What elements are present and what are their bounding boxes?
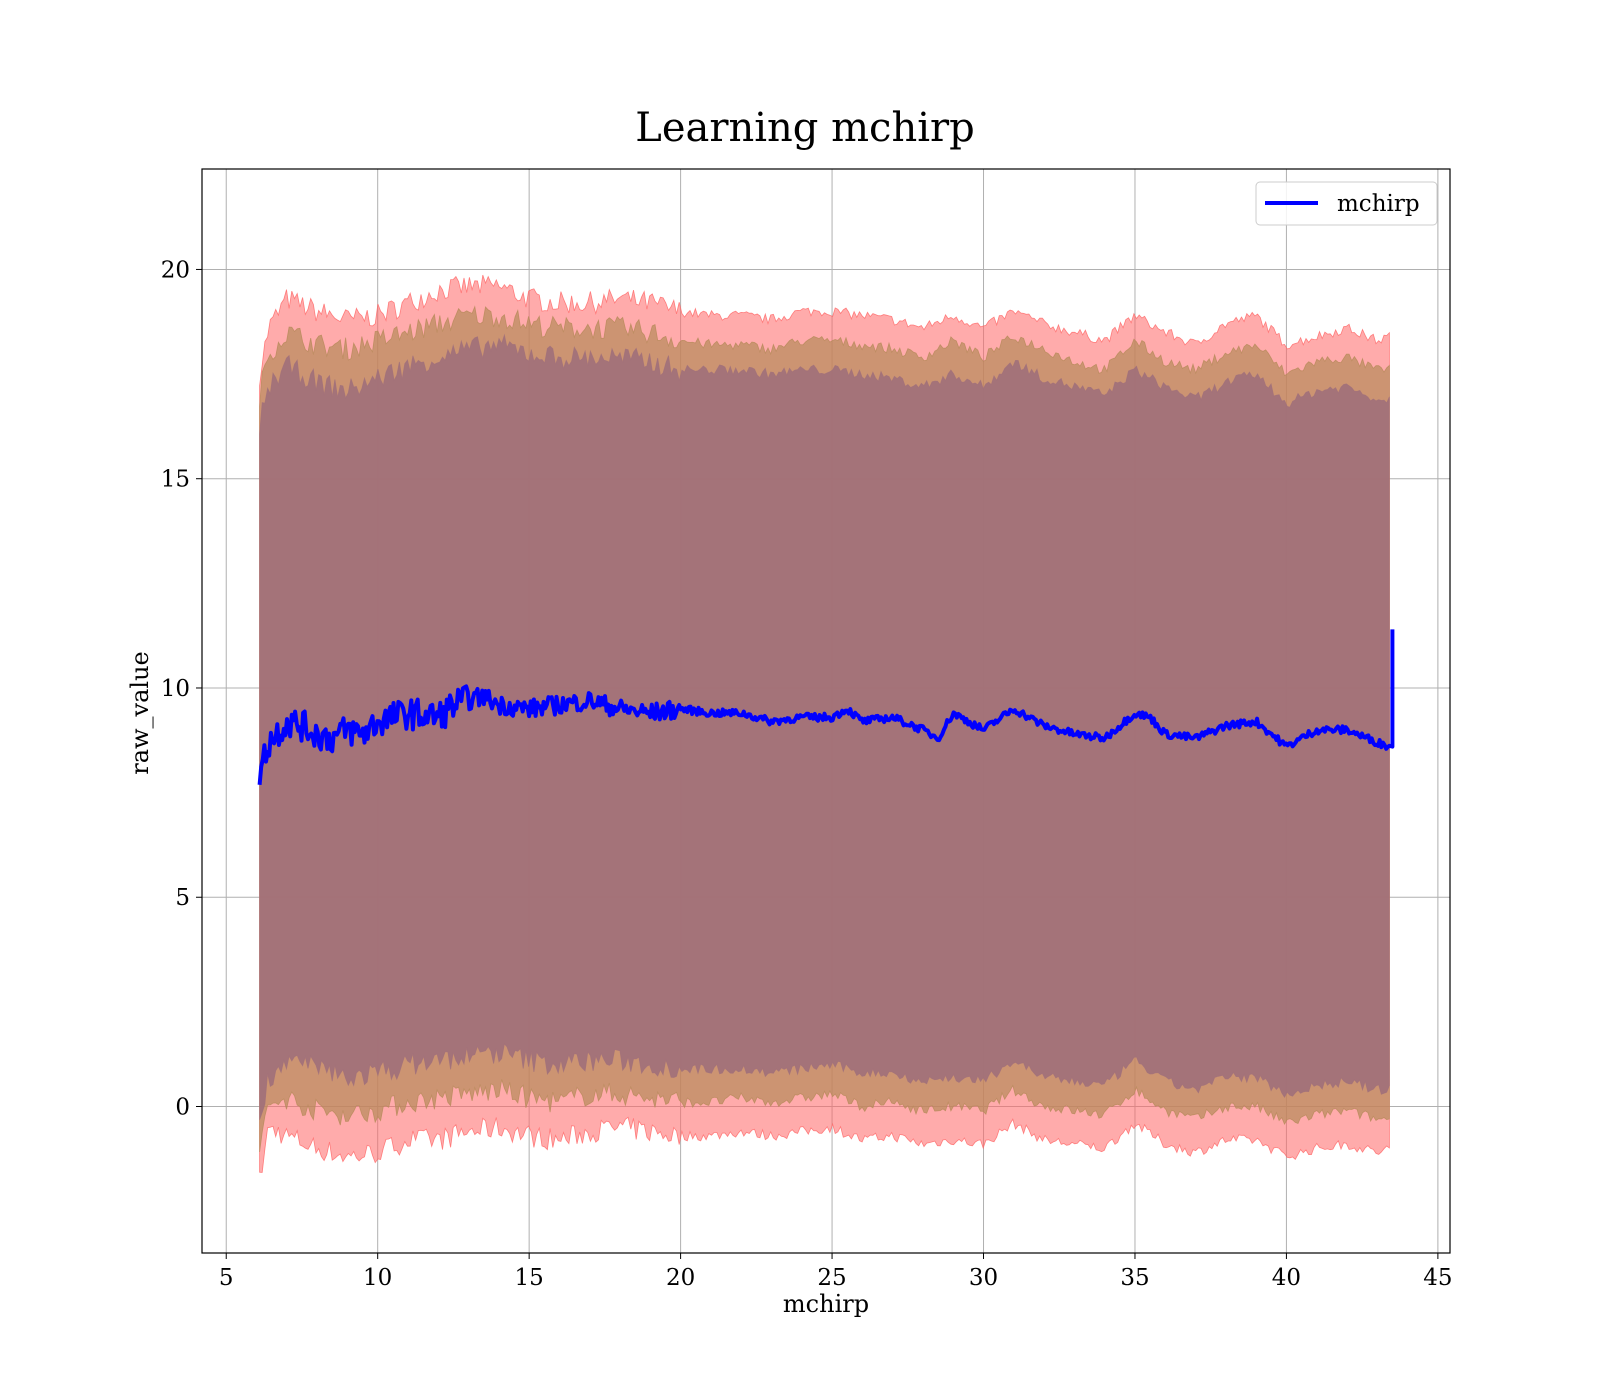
- x-tick-label: 30: [969, 1265, 998, 1291]
- plot-frame: [201, 168, 1451, 1254]
- x-tick-label: 35: [1120, 1265, 1149, 1291]
- x-tick-label: 10: [363, 1265, 392, 1291]
- x-tick-label: 5: [219, 1265, 234, 1291]
- series-line-mchirp: [257, 629, 1395, 785]
- x-tick-label: 20: [666, 1265, 695, 1291]
- x-tick-label: 45: [1423, 1265, 1452, 1291]
- x-tick-label: 25: [817, 1265, 846, 1291]
- legend-label-mchirp: mchirp: [1337, 191, 1420, 217]
- x-axis-label: mchirp: [783, 1290, 869, 1318]
- y-tick-label: 0: [175, 1095, 190, 1121]
- x-tick-label: 15: [515, 1265, 544, 1291]
- y-axis-label: raw_value: [126, 651, 154, 775]
- y-tick-label: 10: [161, 676, 190, 702]
- series-line-layer: [257, 629, 1395, 785]
- y-axis-ticks: 0 5 10 15 20: [161, 257, 202, 1121]
- legend: mchirp: [1255, 181, 1438, 226]
- x-tick-label: 40: [1272, 1265, 1301, 1291]
- band-inner: [259, 333, 1390, 1120]
- chart-title: Learning mchirp: [635, 105, 974, 151]
- bands: [259, 274, 1390, 1173]
- y-tick-label: 20: [161, 257, 190, 283]
- x-axis-ticks: 5 10 15 20 25 30 35 40 45: [219, 1253, 1453, 1291]
- y-tick-label: 5: [175, 885, 190, 911]
- y-tick-label: 15: [161, 467, 190, 493]
- legend-box: [1255, 181, 1438, 226]
